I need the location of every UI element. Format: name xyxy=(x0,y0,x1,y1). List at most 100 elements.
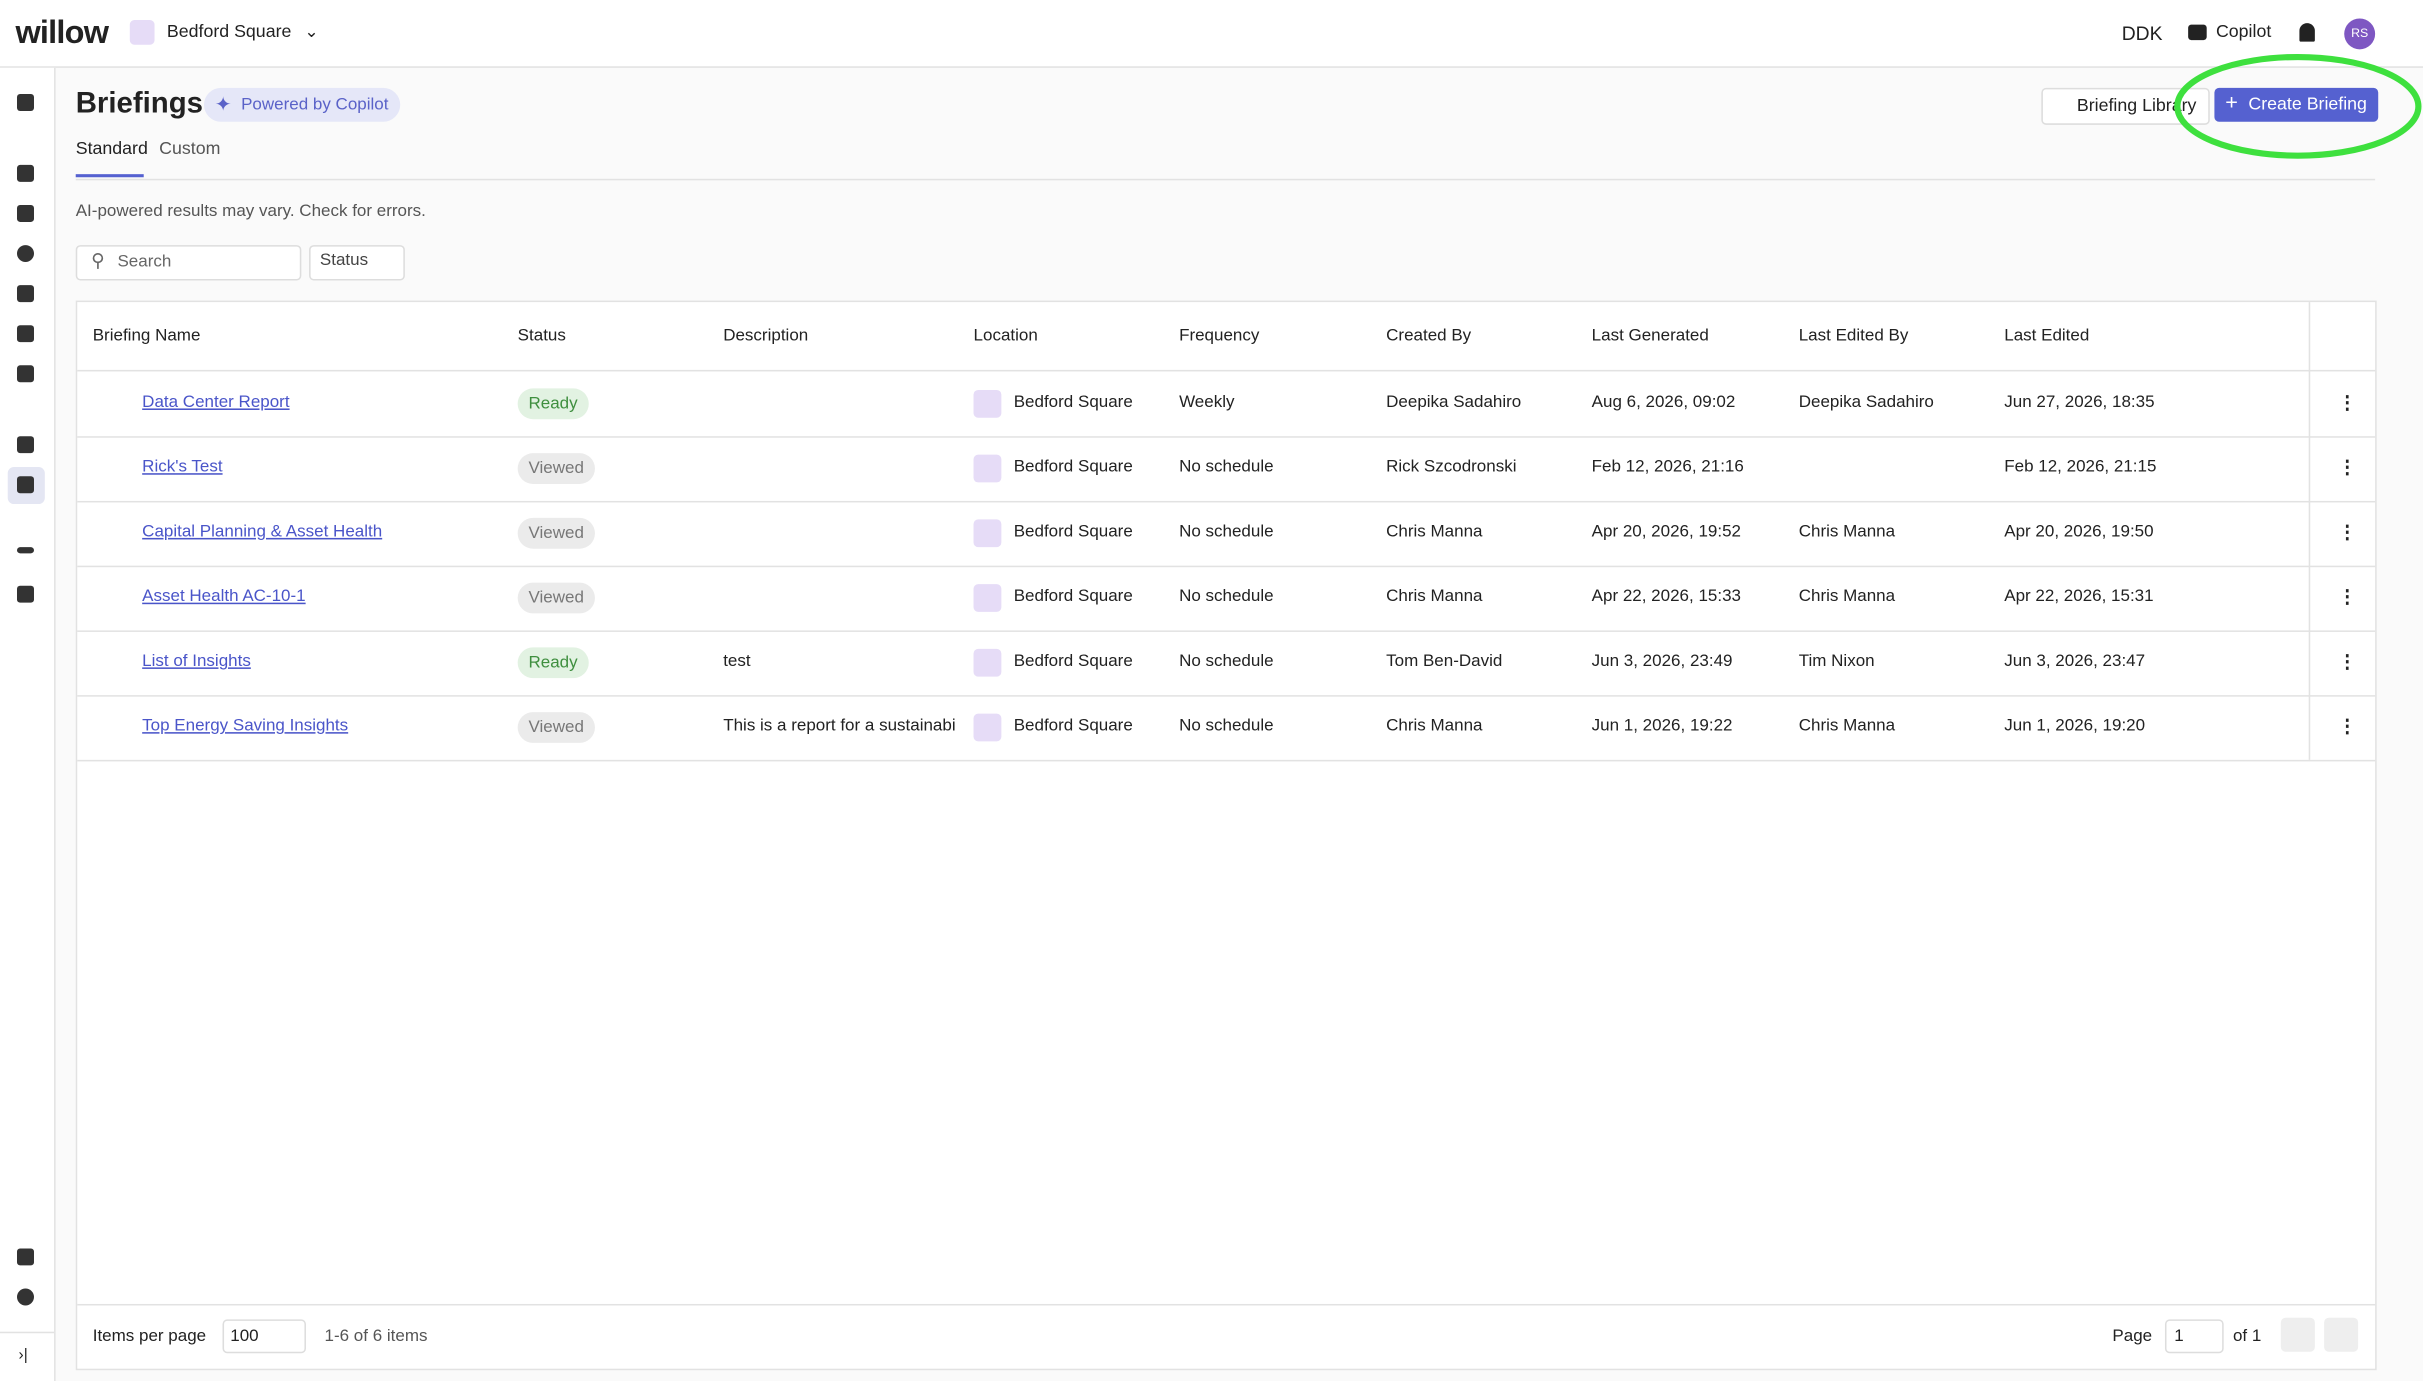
cell: Deepika Sadahiro xyxy=(1798,393,1934,412)
briefing-link[interactable]: Rick's Test xyxy=(142,457,223,477)
location-icon xyxy=(973,648,1002,677)
row-divider xyxy=(77,630,2376,632)
cell: No schedule xyxy=(1179,457,1274,477)
cell: Chris Manna xyxy=(1798,587,1896,606)
copilot-icon xyxy=(2188,24,2207,41)
nav-item[interactable] xyxy=(16,436,34,454)
chevron: ⌄ xyxy=(304,23,319,42)
site-icon xyxy=(129,20,155,45)
description: This is a report for a sustainabi xyxy=(723,716,956,736)
location-icon xyxy=(973,713,1002,742)
location: Bedford Square xyxy=(1013,651,1133,671)
actions-divider xyxy=(2308,302,2311,760)
briefing-link[interactable]: List of Insights xyxy=(142,651,251,671)
briefing-link[interactable]: Capital Planning & Asset Health xyxy=(142,522,383,541)
location: Bedford Square xyxy=(1013,522,1133,541)
location: Bedford Square xyxy=(1013,716,1133,736)
nav-item[interactable] xyxy=(16,325,34,343)
briefing-link[interactable]: Top Energy Saving Insights xyxy=(142,716,349,736)
row-menu[interactable]: ⋮ xyxy=(2338,520,2357,543)
nav-item[interactable] xyxy=(16,476,34,494)
search-input[interactable] xyxy=(75,245,302,281)
cell: Jun 27, 2026, 18:35 xyxy=(2004,393,2155,412)
top-bar xyxy=(0,0,2423,68)
page-number: 1 xyxy=(2174,1327,2184,1346)
items-per-page-select[interactable] xyxy=(222,1319,306,1354)
nav-item[interactable] xyxy=(16,365,34,383)
row-menu[interactable]: ⋮ xyxy=(2338,391,2357,414)
cell: Tom Ben-David xyxy=(1386,651,1503,671)
tab[interactable]: Standard xyxy=(75,140,148,159)
nav-item[interactable] xyxy=(16,285,34,303)
search-icon: ⚲ xyxy=(91,249,105,272)
expand-sidebar[interactable]: ›| xyxy=(18,1347,28,1365)
prev-page[interactable] xyxy=(2280,1317,2315,1352)
items-per-page: 100 xyxy=(230,1327,259,1346)
logo[interactable]: willow xyxy=(15,15,109,51)
page-input[interactable] xyxy=(2164,1319,2224,1354)
sparkle-icon: ✦ xyxy=(214,92,232,116)
tab[interactable]: Custom xyxy=(159,140,221,159)
location-icon xyxy=(973,519,1002,548)
header-divider xyxy=(77,369,2376,372)
divider xyxy=(0,1331,55,1334)
status-badge: Viewed xyxy=(517,453,595,484)
nav-item[interactable] xyxy=(16,245,34,263)
page-title: Briefings xyxy=(75,87,203,121)
column-header: Last Edited xyxy=(2004,326,2090,346)
site-selector[interactable]: Bedford Square xyxy=(166,23,292,42)
nav-home[interactable] xyxy=(16,94,34,111)
cell: No schedule xyxy=(1179,587,1274,606)
page-total: of 1 xyxy=(2232,1327,2262,1346)
nav-item[interactable] xyxy=(16,164,34,182)
row-menu[interactable]: ⋮ xyxy=(2338,715,2357,737)
cell: Apr 22, 2026, 15:31 xyxy=(2004,587,2154,606)
range: 1-6 of 6 items xyxy=(324,1327,428,1346)
cell: No schedule xyxy=(1179,651,1274,671)
cell: Jun 3, 2026, 23:47 xyxy=(2004,651,2146,671)
cell: Feb 12, 2026, 21:16 xyxy=(1591,457,1744,477)
location-icon xyxy=(973,389,1002,418)
sidebar: ›| xyxy=(0,67,56,1381)
nav-item[interactable] xyxy=(16,204,34,222)
status-badge: Viewed xyxy=(517,517,595,549)
cell: Tim Nixon xyxy=(1798,651,1875,671)
row-menu[interactable]: ⋮ xyxy=(2338,650,2357,673)
cell: Apr 20, 2026, 19:52 xyxy=(1591,522,1741,541)
briefing-link[interactable]: Asset Health AC-10-1 xyxy=(142,587,306,606)
row-divider xyxy=(77,759,2376,762)
row-divider xyxy=(77,695,2376,697)
nav-item[interactable] xyxy=(16,585,34,603)
user-code[interactable]: DDK xyxy=(2121,23,2163,45)
location: Bedford Square xyxy=(1013,393,1133,412)
cell: Apr 22, 2026, 15:33 xyxy=(1591,587,1741,606)
nav-settings[interactable] xyxy=(16,1288,34,1306)
nav-item[interactable] xyxy=(16,1248,34,1266)
briefing-link[interactable]: Data Center Report xyxy=(142,393,290,412)
plus-icon: + xyxy=(2225,89,2238,115)
footer-divider xyxy=(77,1303,2376,1306)
highlight-ellipse xyxy=(2174,53,2422,159)
row-divider xyxy=(77,565,2376,568)
next-page[interactable] xyxy=(2324,1317,2359,1352)
cell: Chris Manna xyxy=(1386,587,1483,606)
copilot-badge: Powered by Copilot xyxy=(203,87,401,122)
cell: Jun 1, 2026, 19:22 xyxy=(1591,716,1733,736)
notifications[interactable] xyxy=(2299,23,2315,42)
create-briefing-button[interactable]: Create Briefing xyxy=(2214,87,2378,122)
cell: No schedule xyxy=(1179,716,1274,736)
cell: Rick Szcodronski xyxy=(1386,457,1517,477)
nav-item[interactable] xyxy=(16,547,34,554)
description: test xyxy=(723,651,751,671)
notice: AI-powered results may vary. Check for e… xyxy=(75,201,426,221)
copilot-button[interactable]: Copilot xyxy=(2215,23,2272,42)
avatar[interactable]: RS xyxy=(2344,18,2376,50)
cell: Chris Manna xyxy=(1386,716,1483,736)
items-per-page-label: Items per page xyxy=(92,1327,207,1346)
status-filter[interactable] xyxy=(309,245,405,281)
highlight-annotation xyxy=(2174,53,2422,159)
row-menu[interactable]: ⋮ xyxy=(2338,585,2357,608)
row-menu[interactable]: ⋮ xyxy=(2338,456,2357,478)
